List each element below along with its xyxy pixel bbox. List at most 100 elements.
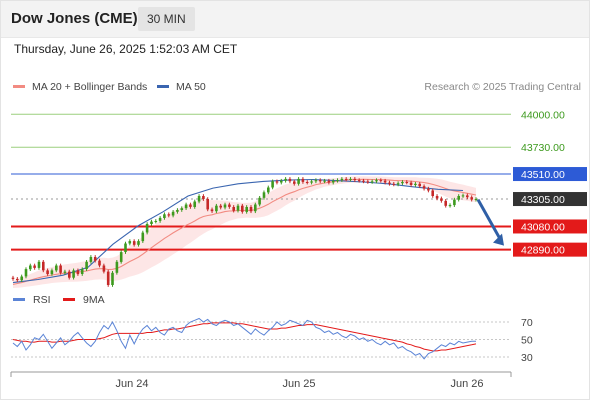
candle-body xyxy=(189,204,192,207)
level-label-bg xyxy=(513,192,587,207)
candle-body xyxy=(193,201,196,207)
candle-body xyxy=(318,180,322,182)
candle-body xyxy=(197,196,201,202)
candle-body xyxy=(115,261,119,273)
candle-body xyxy=(435,196,439,199)
candle-body xyxy=(29,265,32,270)
candle-body xyxy=(228,204,231,207)
candle-body xyxy=(150,221,153,224)
candle-body xyxy=(370,181,374,183)
candle-body xyxy=(124,243,127,252)
candle-body xyxy=(11,277,15,279)
candle-body xyxy=(375,180,378,182)
level-label: 42890.00 xyxy=(521,245,565,257)
legend-label-ma20: MA 20 + Bollinger Bands xyxy=(32,81,147,93)
level-label-bg xyxy=(513,242,587,257)
candle-body xyxy=(392,183,396,185)
candle-body xyxy=(167,214,171,216)
candle-body xyxy=(106,271,110,285)
legend-swatch-ma50 xyxy=(157,85,169,88)
rsi-legend: RSI 9MA xyxy=(13,294,105,306)
candle-body xyxy=(33,265,36,268)
candle-body xyxy=(466,195,469,198)
price-plot: 44000.00 43730.00 43510.00 43305.00 43080.00… xyxy=(11,109,587,288)
time-axis: Jun 24 Jun 25 Jun 26 xyxy=(10,371,512,390)
candle-body xyxy=(444,200,447,206)
candle-body xyxy=(111,272,114,285)
candle-body xyxy=(418,183,421,187)
candle-body xyxy=(288,178,292,182)
candle-body xyxy=(275,181,279,183)
candle-body xyxy=(76,270,80,275)
candle-body xyxy=(137,241,140,245)
rsi-tick-label: 70 xyxy=(521,317,533,329)
candle-body xyxy=(353,178,357,181)
candle-body xyxy=(145,224,149,233)
candle-body xyxy=(249,207,253,212)
candle-body xyxy=(102,265,106,272)
candle-body xyxy=(180,208,184,210)
rsi-tick-label: 30 xyxy=(521,352,533,364)
candle-body xyxy=(362,180,365,182)
projection-arrow-head xyxy=(493,233,504,246)
candle-body xyxy=(210,209,214,212)
candle-body xyxy=(24,269,28,277)
candle-body xyxy=(16,278,19,281)
copyright-text: Research © 2025 Trading Central xyxy=(424,81,581,93)
candle-body xyxy=(331,180,335,183)
candle-body xyxy=(176,210,179,212)
candle-body xyxy=(262,192,266,198)
level-label: 43080.00 xyxy=(521,221,565,233)
candle-body xyxy=(141,232,145,242)
rsi-tick-label: 50 xyxy=(521,335,533,347)
candle-body xyxy=(85,261,88,270)
candle-body xyxy=(219,205,222,208)
candle-body xyxy=(37,261,41,268)
timeframe-button[interactable]: 30 MIN xyxy=(138,7,195,31)
candle-body xyxy=(171,211,175,216)
candle-body xyxy=(119,252,123,262)
candle-body xyxy=(46,270,49,275)
ma20-line xyxy=(12,178,477,285)
candle-body xyxy=(254,204,257,212)
candle-body xyxy=(344,178,348,180)
candle-body xyxy=(206,199,209,210)
candle-body xyxy=(310,181,313,183)
candle-body xyxy=(366,181,370,183)
candle-body xyxy=(63,271,67,273)
candle-body xyxy=(301,178,305,182)
candle-body xyxy=(327,180,331,183)
candle-body xyxy=(232,207,235,211)
chart-canvas: MA 20 + Bollinger Bands MA 50 Research ©… xyxy=(10,81,587,390)
candle-body xyxy=(427,188,430,191)
candle-body xyxy=(223,204,227,208)
candle-body xyxy=(440,198,443,201)
rsi-plot: 70 50 30 xyxy=(11,317,533,364)
candle-body xyxy=(258,197,261,205)
candle-body xyxy=(241,205,244,212)
candle-body xyxy=(349,178,352,180)
candle-body xyxy=(50,270,54,275)
candle-body xyxy=(55,265,58,271)
rsi-line xyxy=(12,317,476,360)
candle-body xyxy=(271,181,274,188)
projection-arrow-shaft xyxy=(476,198,503,242)
time-axis-label: Jun 24 xyxy=(115,378,148,390)
legend-swatch-9ma xyxy=(63,298,75,301)
candle-body xyxy=(396,183,400,185)
bollinger-band xyxy=(13,176,476,288)
level-label: 44000.00 xyxy=(521,109,565,121)
candle-body xyxy=(154,221,158,222)
candle-body xyxy=(42,261,45,271)
candle-body xyxy=(236,205,240,211)
candle-body xyxy=(89,257,93,262)
legend-label-ma50: MA 50 xyxy=(176,81,206,93)
candle-body xyxy=(340,178,344,181)
candle-body xyxy=(409,182,413,185)
candle-body xyxy=(163,214,166,218)
level-label: 43730.00 xyxy=(521,142,565,154)
candle-body xyxy=(98,260,101,266)
candle-body xyxy=(245,207,248,212)
candle-body xyxy=(293,181,296,184)
